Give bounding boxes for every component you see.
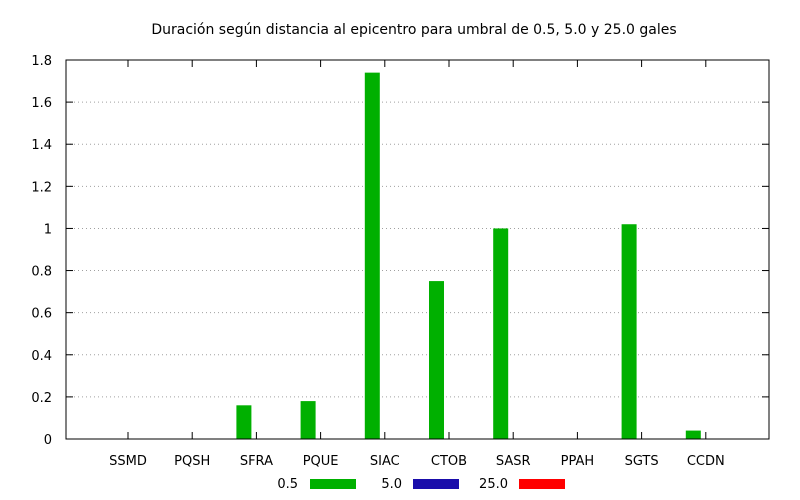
x-tick-label: SASR: [496, 454, 531, 469]
legend-swatch-0.5: [310, 479, 356, 489]
y-tick-label: 0.2: [31, 391, 52, 406]
legend-label-5.0: 5.0: [381, 477, 402, 492]
bar-0.5-SASR: [493, 228, 509, 439]
legend-label-25.0: 25.0: [479, 477, 508, 492]
chart-title: Duración según distancia al epicentro pa…: [151, 22, 676, 38]
y-tick-label: 0.8: [31, 265, 52, 280]
legend: 0.5 5.0 25.0: [277, 477, 565, 492]
x-tick-label: PQSH: [174, 454, 210, 469]
x-tick-label: PPAH: [561, 454, 595, 469]
plot-frame: [65, 59, 770, 440]
legend-swatch-5.0: [413, 479, 459, 489]
legend-swatch-25.0: [519, 479, 565, 489]
x-tick-label: CCDN: [687, 454, 725, 469]
x-tick-label: SIAC: [370, 454, 400, 469]
grid-lines: [66, 101, 769, 398]
x-tick-label: SFRA: [240, 454, 273, 469]
y-tick-label: 1.6: [31, 96, 52, 111]
y-tick-label: 1.2: [31, 180, 52, 195]
bar-0.5-PQUE: [300, 401, 316, 439]
bar-0.5-CCDN: [685, 430, 701, 439]
y-tick-label: 1.4: [31, 138, 52, 153]
y-tick-label: 0.4: [31, 349, 52, 364]
bar-0.5-CTOB: [429, 281, 444, 439]
x-tick-label: SSMD: [109, 454, 147, 469]
y-tick-label: 0.6: [31, 307, 52, 322]
y-tick-label: 0: [44, 433, 52, 448]
bars: [236, 72, 701, 439]
y-tick-label: 1.8: [31, 54, 52, 69]
bar-0.5-SGTS: [621, 224, 637, 439]
y-tick-label: 1: [44, 222, 52, 237]
axis-ticks: 0 0.2 0.4 0.6 0.8 1 1.2 1.4 1.6 1.8 SSMD PQSH SFRA PQ…: [31, 54, 769, 469]
x-tick-label: SGTS: [625, 454, 659, 469]
legend-label-0.5: 0.5: [277, 477, 298, 492]
x-tick-label: CTOB: [431, 454, 467, 469]
x-tick-label: PQUE: [303, 454, 339, 469]
bar-0.5-SFRA: [236, 405, 252, 439]
bar-0.5-SIAC: [364, 72, 380, 439]
